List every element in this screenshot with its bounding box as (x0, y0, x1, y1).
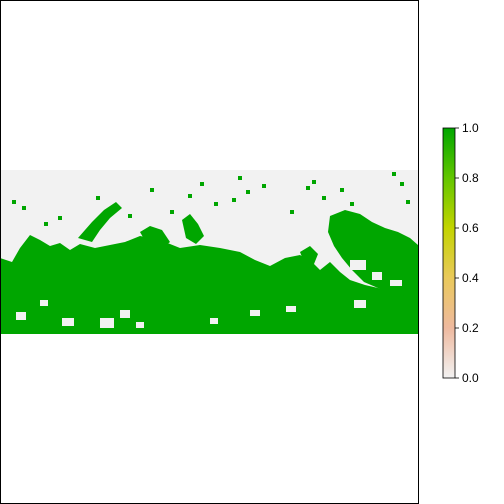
cover-gap (372, 272, 382, 280)
cover-mid-patch (140, 226, 170, 250)
cover-speck (214, 202, 218, 206)
raster-forest-cover (0, 172, 418, 334)
cover-speck (312, 180, 316, 184)
cover-speck (400, 182, 404, 186)
cover-small-patch (300, 246, 318, 264)
cover-gap (390, 280, 402, 286)
cover-speck (406, 200, 410, 204)
cover-upper-right-patch (328, 210, 418, 300)
cover-speck (290, 210, 294, 214)
cover-gap (250, 310, 260, 316)
cover-speck (246, 190, 250, 194)
cover-gap (100, 318, 114, 328)
cover-speck (44, 222, 48, 226)
cover-speck (150, 188, 154, 192)
cover-speck (322, 196, 326, 200)
legend-tick-label: 0.2 (462, 321, 479, 335)
cover-speck (232, 198, 236, 202)
cover-speck (12, 200, 16, 204)
cover-speck (22, 206, 26, 210)
cover-main-mass (0, 235, 418, 334)
legend-ticks: 0.0 0.2 0.4 0.6 0.8 1.0 (455, 121, 479, 385)
cover-gap (120, 310, 130, 318)
cover-speck (128, 214, 132, 218)
legend-tick-label: 0.4 (462, 271, 479, 285)
legend: 0.0 0.2 0.4 0.6 0.8 1.0 (442, 121, 479, 385)
cover-gap (16, 312, 26, 320)
legend-colorbar (442, 127, 456, 379)
cover-speck (200, 182, 204, 186)
cover-gap (40, 300, 48, 306)
cover-speck (262, 184, 266, 188)
cover-speck (170, 210, 174, 214)
legend-tick-label: 0.0 (462, 371, 479, 385)
legend-tick-label: 0.6 (462, 221, 479, 235)
cover-speck (340, 188, 344, 192)
cover-speck (96, 196, 100, 200)
cover-speck (392, 172, 396, 176)
cover-gap (210, 318, 218, 324)
cover-speck (306, 186, 310, 190)
cover-speck (238, 176, 242, 180)
legend-tick-label: 1.0 (462, 121, 479, 135)
cover-speck (188, 194, 192, 198)
cover-mid-spike (182, 214, 204, 244)
cover-gap (136, 322, 144, 328)
cover-left-arm (78, 202, 122, 242)
cover-speck (58, 216, 62, 220)
cover-gap (350, 260, 366, 270)
cover-speck (350, 202, 354, 206)
cover-gap (354, 300, 366, 308)
cover-gap (286, 306, 296, 312)
legend-tick-label: 0.8 (462, 171, 479, 185)
cover-gap (62, 318, 74, 326)
